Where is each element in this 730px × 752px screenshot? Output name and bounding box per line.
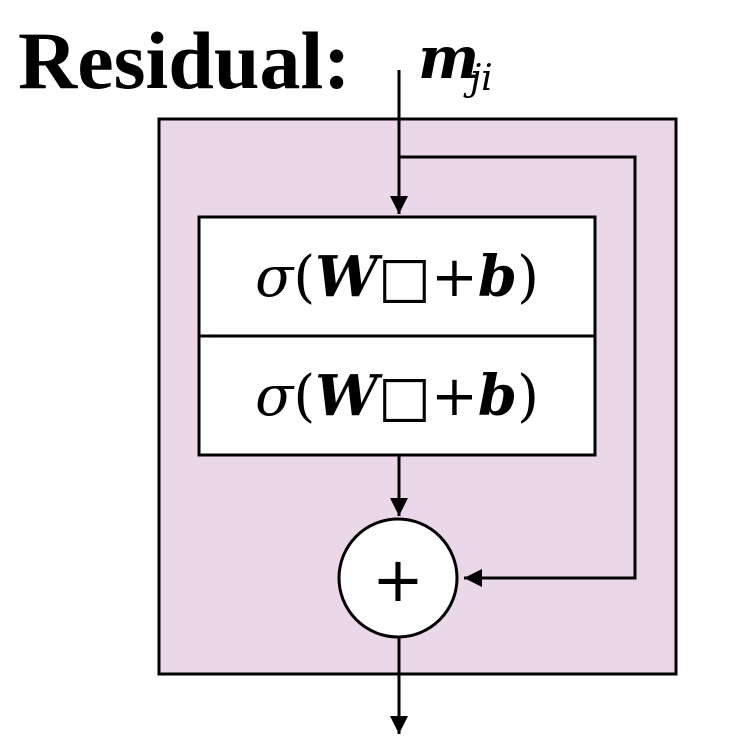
input-label: m ji xyxy=(418,24,493,99)
layer-2-plus: + xyxy=(431,364,478,429)
layer-2-formula: σ(W□+b) xyxy=(255,363,539,429)
layer-1-activation: σ xyxy=(255,245,295,310)
layer-1-open-paren: ( xyxy=(293,245,315,310)
layer-1-placeholder: □ xyxy=(378,245,431,310)
layer-2-bias: b xyxy=(478,363,517,429)
layer-2-open-paren: ( xyxy=(293,364,315,429)
layer-1-close-paren: ) xyxy=(517,245,539,310)
diagram-title: Residual: xyxy=(18,15,351,106)
layer-2-box xyxy=(197,334,597,457)
skip-connection xyxy=(399,155,637,587)
input-symbol: m xyxy=(418,24,479,92)
layer-2-placeholder: □ xyxy=(378,364,431,429)
sum-node-symbol: + xyxy=(372,543,424,616)
layer-2-close-paren: ) xyxy=(517,364,539,429)
layer-2-weight: W xyxy=(315,363,383,429)
layer-1-formula: σ(W□+b) xyxy=(255,244,539,310)
layer-1-weight: W xyxy=(315,244,383,310)
layer-1-plus: + xyxy=(431,245,478,310)
layer-1-bias: b xyxy=(478,244,517,310)
layer-2-activation: σ xyxy=(255,364,295,429)
